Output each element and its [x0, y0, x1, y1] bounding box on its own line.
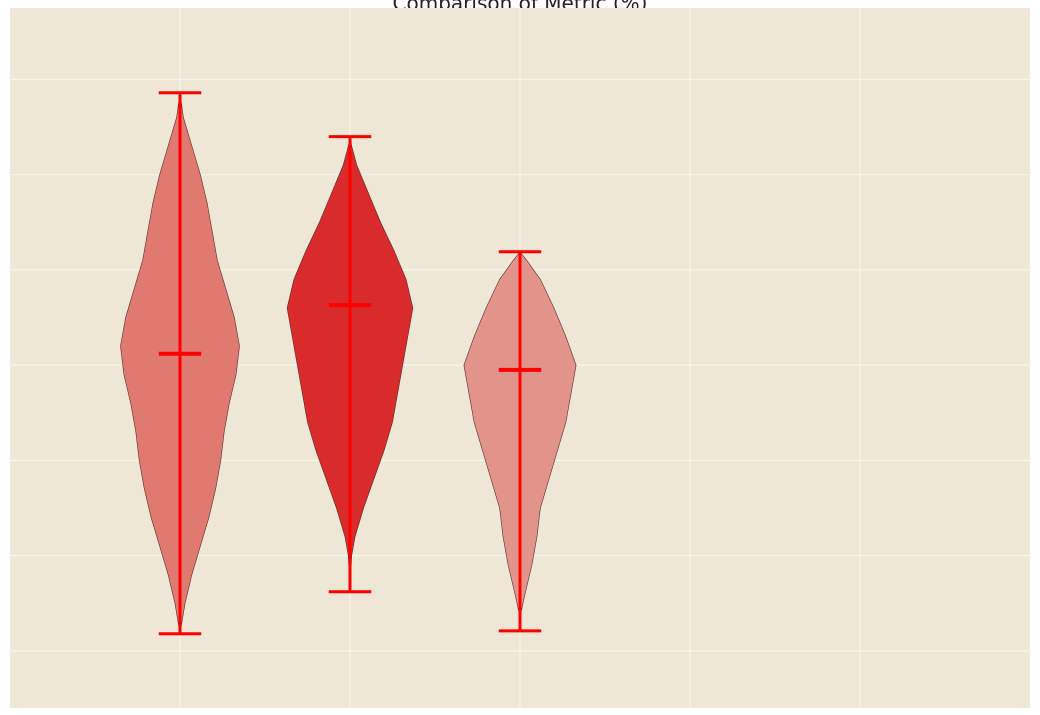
- stats-lines: [158, 91, 542, 636]
